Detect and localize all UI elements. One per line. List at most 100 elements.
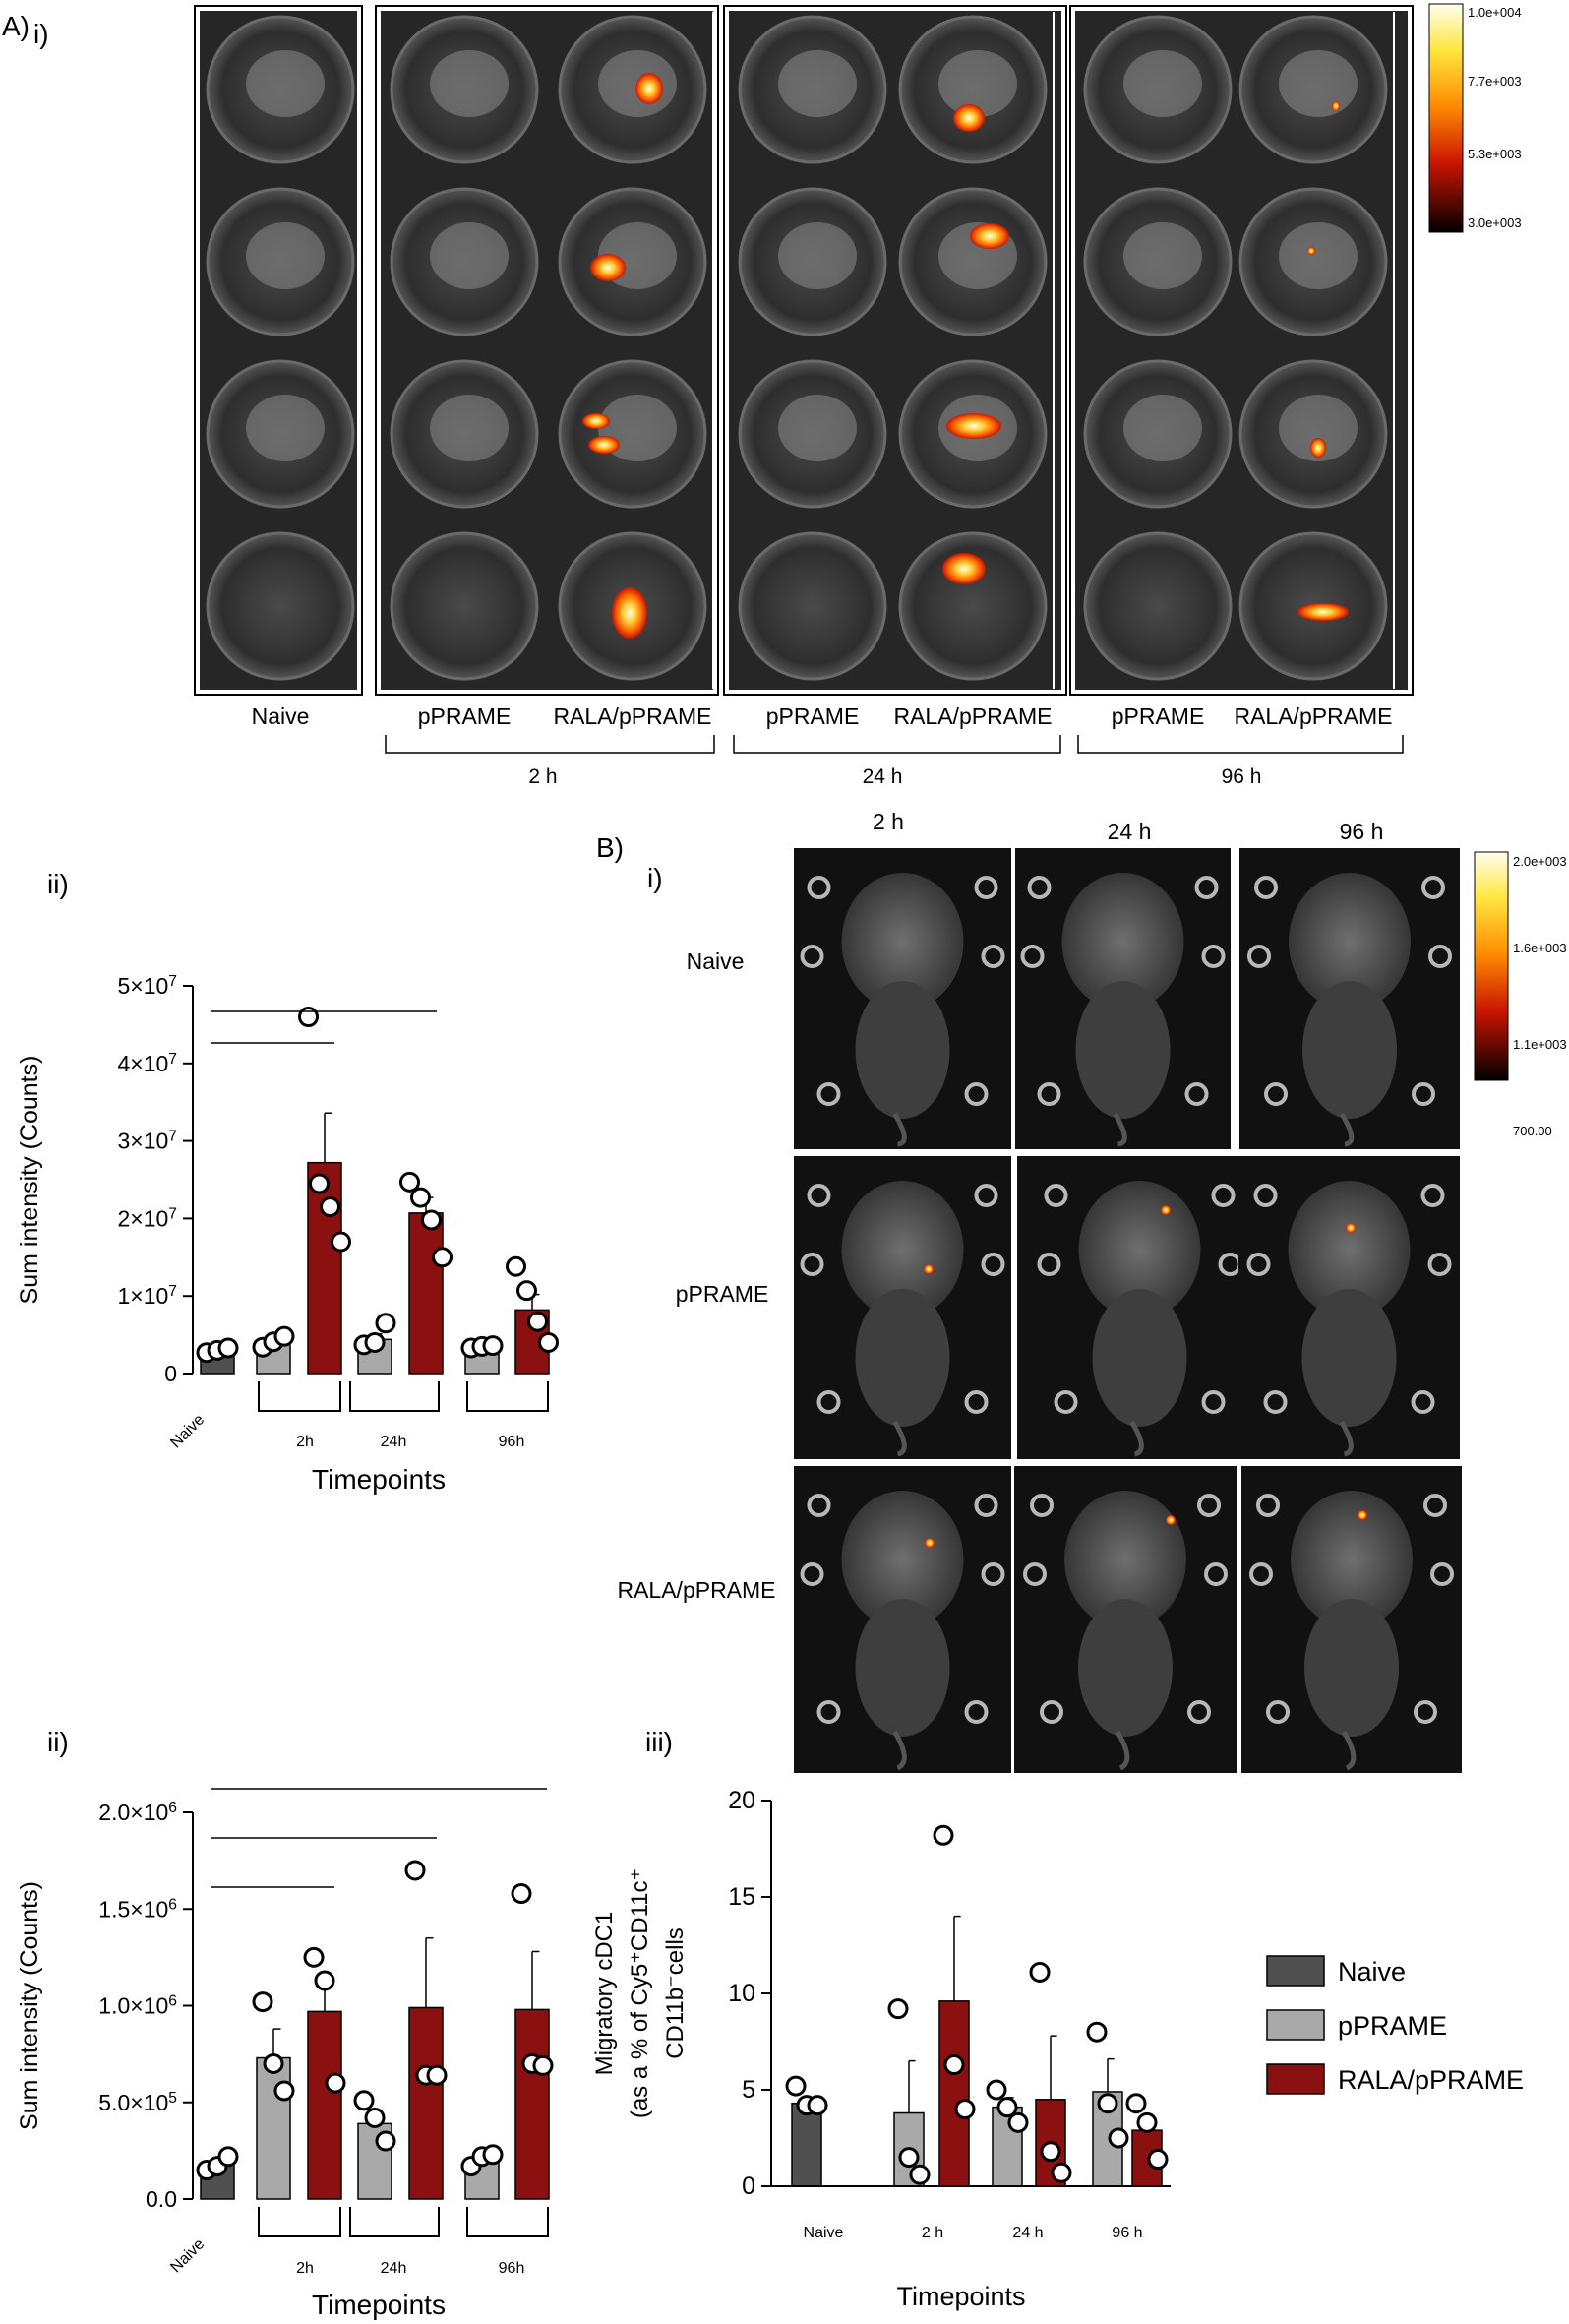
pin-marker bbox=[1411, 1390, 1435, 1414]
fluorescence-spot bbox=[1358, 1510, 1367, 1520]
mouse-torso bbox=[841, 1181, 964, 1318]
data-point bbox=[1086, 2021, 1108, 2043]
plate-label-pprame-2h: pPRAME bbox=[418, 703, 512, 729]
y-tick-exponent: 7 bbox=[168, 1283, 177, 1300]
pin-marker bbox=[1428, 945, 1452, 968]
data-point bbox=[217, 1337, 239, 1359]
data-point bbox=[1097, 2093, 1118, 2114]
timepoint-label-24h: 24 h bbox=[863, 765, 903, 788]
tissue-sample bbox=[246, 395, 325, 461]
data-point bbox=[298, 1007, 319, 1028]
mouse-colorbar-tick: 2.0e+003 bbox=[1513, 854, 1567, 869]
y-tick-label: 1.0×106 bbox=[98, 1992, 177, 2019]
y-tick-label: 1×107 bbox=[117, 1283, 177, 1310]
mouse-colorbar: 2.0e+003 1.6e+003 1.1e+003 700.00 bbox=[1474, 851, 1567, 1138]
data-point bbox=[482, 1335, 504, 1357]
luminescence-hotspot bbox=[942, 553, 986, 584]
panel-label-a-i: i) bbox=[33, 19, 49, 49]
group-bracket bbox=[258, 1381, 341, 1412]
chart-b-ii: 0.0 5.0×105 1.0×106 1.5×106 2.0×106 Sum inten… bbox=[16, 1788, 554, 2320]
x-category-label: 24h bbox=[381, 2260, 407, 2277]
y-axis-label: Sum intensity (Counts) bbox=[16, 1056, 43, 1305]
pin-marker bbox=[816, 1082, 841, 1106]
bar-rala-pprame bbox=[938, 2000, 970, 2187]
x-category-label: Naive bbox=[804, 2225, 844, 2241]
pin-marker bbox=[974, 1184, 998, 1207]
mouse-abdomen bbox=[855, 981, 950, 1119]
pin-marker bbox=[1027, 876, 1052, 899]
data-point bbox=[516, 1280, 537, 1302]
pin-marker bbox=[1187, 1700, 1211, 1724]
bar-pprame bbox=[256, 2056, 291, 2200]
tissue-sample bbox=[1279, 50, 1358, 117]
y-tick-exponent: 6 bbox=[168, 1992, 177, 2009]
pin-marker bbox=[1030, 1494, 1054, 1517]
legend-label-naive: Naive bbox=[1338, 1957, 1406, 1987]
luminescence-hotspot bbox=[635, 73, 663, 104]
fluorescence-spot bbox=[1346, 1223, 1356, 1233]
mouse-tail bbox=[1113, 1112, 1127, 1147]
y-axis-label: (as a % of Cy5⁺CD11c⁺ bbox=[627, 1868, 653, 2118]
tissue-sample bbox=[1123, 222, 1202, 289]
pin-marker bbox=[1414, 1700, 1437, 1724]
plate-colorbar-tick: 5.3e+003 bbox=[1468, 147, 1522, 161]
data-point bbox=[375, 1313, 396, 1334]
luminescence-hotspot bbox=[588, 436, 620, 454]
pin-marker bbox=[1421, 876, 1445, 899]
pin-marker bbox=[816, 1390, 841, 1414]
fluorescence-spot bbox=[925, 1538, 935, 1548]
mouse-torso bbox=[841, 873, 964, 1010]
pin-marker bbox=[1020, 945, 1045, 968]
pin-marker bbox=[964, 1390, 989, 1414]
x-axis-label: Timepoints bbox=[896, 2282, 1025, 2311]
x-category-label: 96 h bbox=[1112, 2225, 1142, 2241]
tissue-sample bbox=[778, 222, 857, 289]
bar-pprame bbox=[992, 2106, 1023, 2187]
mouse-abdomen bbox=[1301, 1289, 1397, 1427]
bar-rala-pprame bbox=[408, 1212, 444, 1375]
x-category-label: 24h bbox=[381, 1434, 407, 1450]
y-tick-label: 4×107 bbox=[117, 1050, 177, 1076]
data-point bbox=[785, 2075, 807, 2097]
data-point bbox=[1051, 2162, 1072, 2183]
y-tick-label: 15 bbox=[728, 1883, 755, 1911]
y-tick-label: 5×107 bbox=[117, 973, 177, 1000]
plate-well bbox=[206, 531, 355, 681]
data-point bbox=[364, 2107, 386, 2128]
tissue-sample bbox=[1123, 395, 1202, 461]
data-point bbox=[482, 2144, 504, 2166]
data-point bbox=[325, 2072, 346, 2094]
plate-colorbar: 1.0e+004 7.7e+003 5.3e+003 3.0e+003 bbox=[1428, 3, 1522, 233]
mouse-imaging-panel bbox=[794, 848, 1462, 1773]
luminescence-hotspot bbox=[590, 254, 626, 281]
mouse-colorbar-tick: 700.00 bbox=[1513, 1124, 1552, 1138]
plate-label-pprame-96h: pPRAME bbox=[1112, 703, 1205, 729]
pin-marker bbox=[1184, 1082, 1209, 1106]
y-tick-label: 2×107 bbox=[117, 1205, 177, 1232]
plate-well bbox=[1083, 531, 1233, 681]
mouse-torso bbox=[1291, 1491, 1413, 1628]
mouse-tail bbox=[1129, 1420, 1144, 1457]
data-point bbox=[1040, 2141, 1061, 2163]
tissue-sample bbox=[778, 50, 857, 117]
pin-marker bbox=[1254, 876, 1278, 899]
y-tick-exponent: 6 bbox=[168, 1800, 177, 1816]
data-point bbox=[353, 2090, 375, 2111]
pin-marker bbox=[1253, 1184, 1278, 1207]
x-category-label: 96h bbox=[499, 2260, 525, 2277]
pin-marker bbox=[1430, 1562, 1454, 1586]
fluorescence-spot bbox=[1161, 1205, 1171, 1215]
legend-swatch-rala bbox=[1266, 2063, 1325, 2095]
mouse-tail bbox=[1341, 1730, 1357, 1771]
data-point bbox=[399, 1171, 420, 1193]
plate-label-pprame-24h: pPRAME bbox=[766, 703, 860, 729]
y-tick-label: 2.0×106 bbox=[98, 1800, 177, 1826]
data-point bbox=[1147, 2149, 1169, 2171]
y-tick-label: 1.5×106 bbox=[98, 1896, 177, 1923]
mouse-abdomen bbox=[1302, 981, 1397, 1119]
y-tick-exponent: 6 bbox=[168, 1896, 177, 1913]
luminescence-hotspot bbox=[970, 223, 1009, 249]
data-point bbox=[538, 1331, 559, 1353]
pin-marker bbox=[1247, 945, 1271, 968]
pin-marker bbox=[1201, 1390, 1226, 1414]
